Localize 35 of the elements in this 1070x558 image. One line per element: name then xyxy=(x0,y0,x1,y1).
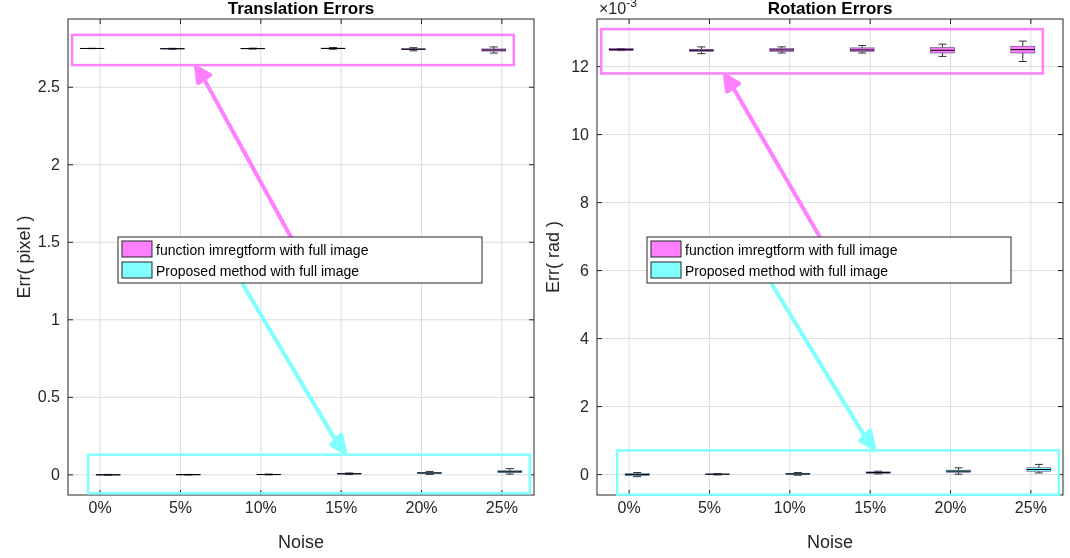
y-tick-label: 4 xyxy=(580,329,590,347)
y-tick-label: 12 xyxy=(571,57,590,75)
y-tick-label: 10 xyxy=(571,125,590,143)
y-tick-label: 0.5 xyxy=(37,388,61,406)
x-tick-label: 0% xyxy=(88,499,112,516)
y-tick-label: 6 xyxy=(580,261,590,279)
chart-title: Rotation Errors xyxy=(767,0,893,18)
y-tick-label: 1 xyxy=(51,310,61,328)
x-tick-label: 0% xyxy=(617,499,641,516)
x-tick-label: 20% xyxy=(934,499,967,516)
y-tick-label: 2.5 xyxy=(37,78,61,96)
x-tick-label: 25% xyxy=(485,499,518,516)
chart-title: Translation Errors xyxy=(227,0,375,18)
x-tick-label: 5% xyxy=(168,499,193,516)
x-axis-title: Noise xyxy=(806,532,854,552)
legend-label: Proposed method with full image xyxy=(156,263,360,279)
x-tick-label: 15% xyxy=(854,499,887,516)
y-tick-label: 0 xyxy=(51,465,61,483)
x-tick-label: 10% xyxy=(773,499,806,516)
y-tick-label: 8 xyxy=(580,193,590,211)
x-tick-label: 15% xyxy=(325,499,358,516)
legend-label: function imregtform with full image xyxy=(685,242,898,258)
legend-label: function imregtform with full image xyxy=(156,242,369,258)
legend-label: Proposed method with full image xyxy=(685,263,889,279)
y-tick-label: 2 xyxy=(580,397,590,415)
y-axis-title: Err( rad ) xyxy=(543,221,563,293)
x-tick-label: 20% xyxy=(405,499,438,516)
y-tick-label: 1.5 xyxy=(37,233,61,251)
x-tick-label: 25% xyxy=(1014,499,1047,516)
y-tick-label: 2 xyxy=(51,155,61,173)
x-axis-title: Noise xyxy=(277,532,325,552)
y-axis-title: Err( pixel ) xyxy=(14,215,34,299)
y-tick-label: 0 xyxy=(580,465,590,483)
x-tick-label: 10% xyxy=(244,499,277,516)
x-tick-label: 5% xyxy=(697,499,722,516)
